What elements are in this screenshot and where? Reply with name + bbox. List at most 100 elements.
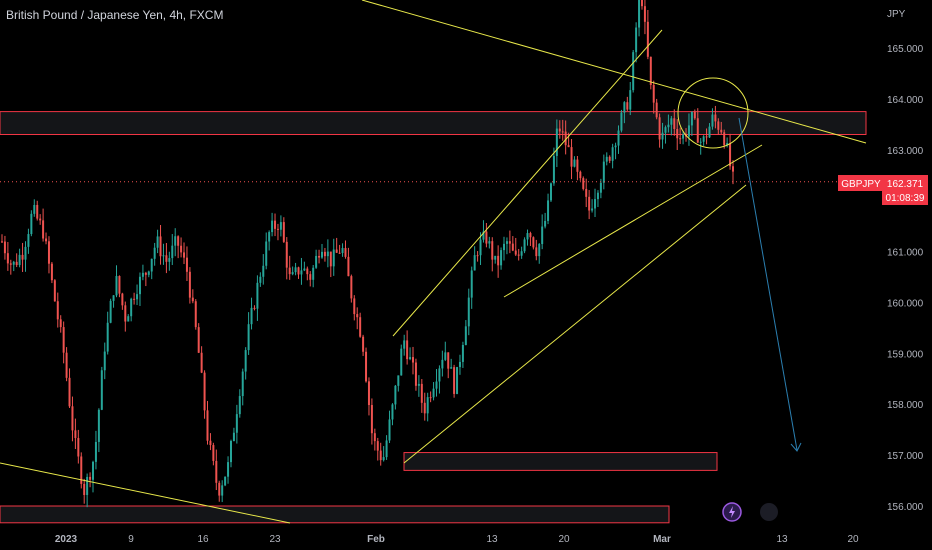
candle-body: [265, 241, 268, 266]
candle-body: [130, 298, 133, 317]
candle-body: [350, 276, 353, 299]
candle-body: [150, 258, 153, 272]
candle-body: [215, 460, 218, 483]
candle-body: [62, 327, 65, 353]
candle-body: [188, 271, 191, 298]
candle-body: [171, 245, 174, 259]
candle-body: [403, 340, 406, 349]
candle-body: [197, 327, 200, 353]
candle-body: [347, 256, 350, 277]
candle-body: [511, 243, 514, 251]
candle-body: [180, 245, 183, 253]
candle-body: [500, 250, 503, 266]
candle-body: [708, 126, 711, 138]
resistance-zone: [0, 111, 867, 136]
candle-body: [558, 128, 561, 132]
candle-body: [309, 274, 312, 280]
candle-body: [640, 0, 643, 7]
projection-arrowhead: [790, 442, 802, 452]
x-tick-label: 9: [128, 534, 134, 545]
drawings-layer: [0, 0, 867, 524]
zones-layer: [0, 111, 867, 524]
candle-body: [285, 241, 288, 268]
projection-arrow[interactable]: [738, 117, 798, 451]
candle-body: [27, 234, 30, 247]
candle-body: [344, 248, 347, 257]
candle-body: [18, 254, 21, 266]
candle-body: [456, 367, 459, 394]
x-tick-label: 20: [558, 534, 570, 545]
candle-body: [159, 236, 162, 257]
trendline-channel-upper[interactable]: [392, 29, 663, 337]
candle-body: [59, 319, 62, 328]
candle-body: [547, 200, 550, 221]
candle-body: [203, 372, 206, 411]
candle-body: [194, 301, 197, 328]
candle-body: [450, 367, 453, 369]
trendline-lower-left[interactable]: [0, 462, 291, 524]
candle-body: [529, 233, 532, 238]
candle-body: [732, 166, 734, 172]
x-tick-label: 20: [847, 534, 859, 545]
candle-body: [15, 261, 18, 266]
candle-body: [353, 298, 356, 315]
candle-body: [429, 397, 432, 399]
candle-body: [300, 270, 303, 275]
candle-body: [30, 213, 33, 235]
candle-body: [720, 129, 723, 133]
candle-body: [514, 250, 517, 255]
candle-body: [218, 482, 221, 496]
candle-body: [256, 282, 259, 309]
trendline-channel-middle[interactable]: [503, 144, 763, 298]
trendline-upper-resistance[interactable]: [361, 0, 867, 144]
candle-body: [65, 352, 68, 378]
y-tick-label: 165.000: [887, 44, 924, 55]
candle-body: [458, 361, 461, 368]
candle-body: [279, 222, 282, 230]
candle-body: [605, 156, 608, 162]
candle-body: [121, 293, 124, 306]
x-tick-label: 2023: [55, 534, 78, 545]
candle-body: [505, 241, 508, 244]
candle-body: [479, 239, 482, 256]
candle-body: [379, 450, 382, 461]
candle-body: [476, 255, 479, 257]
candle-body: [147, 271, 150, 275]
candle-body: [420, 383, 423, 403]
y-tick-label: 163.000: [887, 146, 924, 157]
candle-body: [682, 134, 685, 139]
candle-body: [596, 192, 599, 200]
candle-body: [133, 298, 136, 300]
candle-body: [394, 385, 397, 405]
candle-body: [74, 430, 77, 439]
time-axis[interactable]: 2023 9 16 23 Feb 13 20 Mar 13 20: [55, 534, 859, 545]
candle-body: [620, 112, 623, 131]
lightning-icon[interactable]: [722, 502, 742, 522]
candle-body: [582, 178, 585, 189]
candle-body: [356, 314, 359, 318]
dot-icon[interactable]: [760, 503, 778, 521]
trendline-channel-lower[interactable]: [403, 184, 747, 464]
y-tick-label: 160.000: [887, 298, 924, 309]
candle-body: [693, 111, 696, 119]
candle-body: [555, 128, 558, 156]
candle-body: [250, 307, 253, 325]
candle-body: [229, 440, 232, 463]
candle-body: [567, 145, 570, 148]
candle-body: [520, 251, 523, 256]
candle-body: [271, 220, 274, 233]
candle-body: [362, 336, 365, 352]
candle-body: [47, 241, 50, 264]
candle-body: [42, 220, 45, 239]
candle-body: [332, 249, 335, 267]
candle-body: [664, 127, 667, 133]
highlight-circle[interactable]: [677, 77, 749, 149]
candle-body: [726, 143, 729, 146]
candle-body: [432, 388, 435, 398]
candle-body: [124, 305, 127, 322]
x-tick-label: 16: [197, 534, 209, 545]
candle-body: [549, 183, 552, 201]
symbol-badge: [838, 175, 884, 191]
candle-body: [209, 440, 212, 446]
